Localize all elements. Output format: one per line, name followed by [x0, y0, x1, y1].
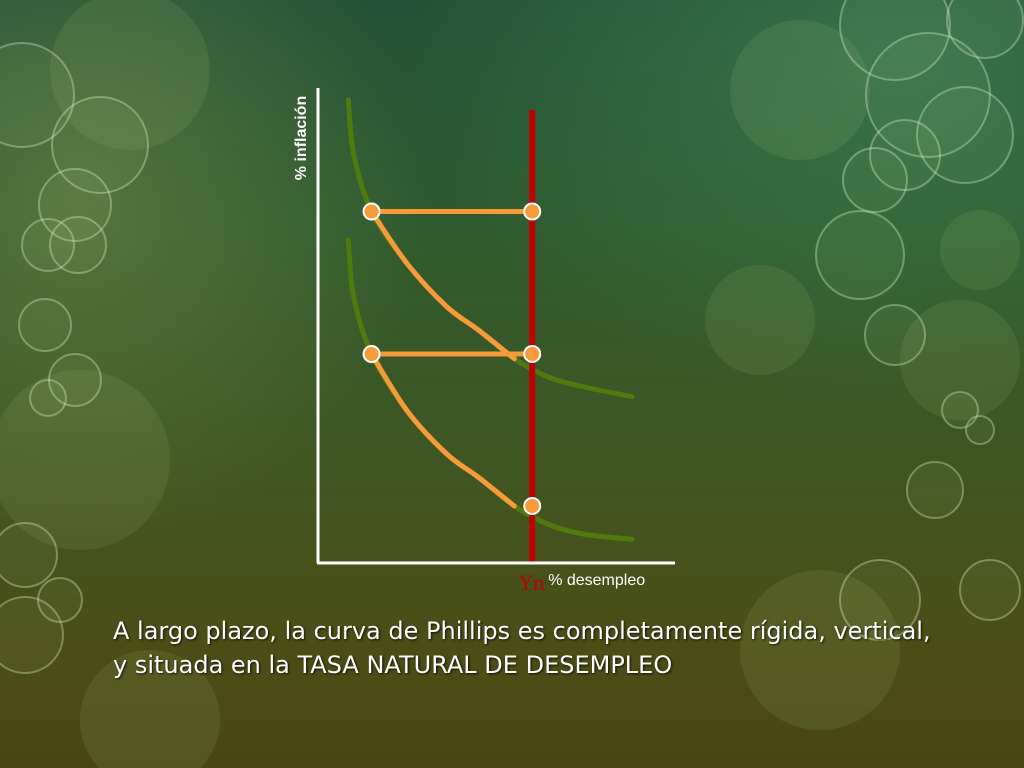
bokeh-ring — [49, 216, 107, 274]
bokeh-blob — [705, 265, 815, 375]
point-5 — [523, 497, 542, 515]
phillips-curve-2-highlight — [369, 351, 517, 509]
phillips-curve-1-highlight — [369, 209, 517, 362]
yn-label: Yn — [518, 571, 545, 595]
bokeh-blob — [940, 210, 1020, 290]
bokeh-ring — [906, 461, 964, 519]
bokeh-ring — [0, 522, 58, 588]
bokeh-blob — [730, 20, 870, 160]
caption-line-1: A largo plazo, la curva de Phillips es c… — [113, 617, 931, 645]
bokeh-ring — [51, 96, 149, 194]
bokeh-ring — [842, 147, 908, 213]
bokeh-ring — [18, 298, 72, 352]
point-4 — [523, 345, 542, 363]
bokeh-ring — [941, 391, 979, 429]
bokeh-ring — [959, 559, 1021, 621]
bokeh-ring — [839, 559, 921, 641]
bokeh-ring — [0, 42, 75, 148]
bokeh-ring — [37, 577, 83, 623]
bokeh-ring — [965, 415, 995, 445]
point-2 — [523, 202, 542, 221]
caption: A largo plazo, la curva de Phillips es c… — [113, 614, 1013, 682]
bokeh-blob — [80, 650, 220, 768]
bokeh-blob — [0, 370, 170, 550]
bokeh-ring — [38, 168, 112, 242]
bokeh-ring — [916, 86, 1014, 184]
bokeh-ring — [839, 0, 951, 81]
bokeh-blob — [50, 0, 210, 150]
x-axis-label: % desempleo — [548, 572, 645, 589]
bokeh-ring — [48, 353, 102, 407]
bokeh-ring — [864, 304, 926, 366]
bokeh-ring — [946, 0, 1024, 59]
y-axis-label: % inflación — [293, 96, 310, 180]
bokeh-blob — [900, 300, 1020, 420]
bokeh-ring — [865, 32, 991, 158]
point-1 — [362, 202, 381, 221]
bokeh-blob — [740, 570, 900, 730]
point-3 — [362, 345, 381, 363]
bokeh-ring — [869, 119, 941, 191]
bokeh-ring — [0, 596, 64, 674]
bokeh-ring — [29, 379, 67, 417]
bokeh-ring — [815, 210, 905, 300]
bokeh-ring — [21, 218, 75, 272]
caption-line-2: y situada en la TASA NATURAL DE DESEMPLE… — [113, 651, 673, 679]
